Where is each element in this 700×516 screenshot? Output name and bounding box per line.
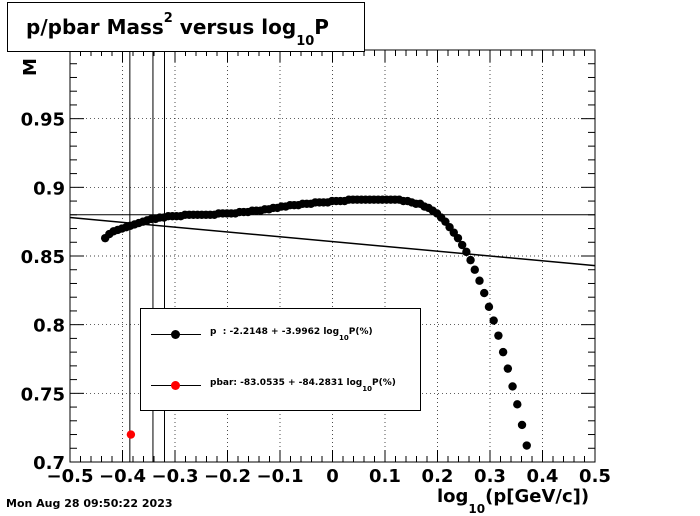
data-point-p <box>480 288 489 298</box>
data-point-p <box>462 247 471 257</box>
x-tick-label: 0.4 <box>527 466 559 487</box>
legend-marker-p <box>171 330 180 339</box>
legend-label-p-pre: p : -2.2148 + -3.9962 log <box>210 327 340 337</box>
legend-label-p-sub: 10 <box>339 333 349 342</box>
tick-labels: −0.5 −0.4 −0.3 −0.2 −0.1 0 0.1 0.2 0.3 0.4 0.5 0.7 0… <box>21 110 611 487</box>
legend-entry-pbar: pbar: -83.0535 + -84.2831 log10P(%) <box>141 376 420 396</box>
x-tick-label: 0.1 <box>369 466 401 487</box>
data-point-p <box>470 265 479 274</box>
y-tick-label: 0.8 <box>33 316 65 337</box>
y-tick-label: 0.7 <box>33 453 65 474</box>
x-title-post: (p[GeV/c]) <box>485 486 590 507</box>
y-axis-title: M <box>20 50 50 78</box>
x-title-pre: log <box>437 486 469 507</box>
y-tick-label: 0.85 <box>21 247 65 268</box>
y-tick-label: 0.9 <box>33 178 65 199</box>
title-box: p/pbar Mass2 versus log10P <box>7 2 365 52</box>
legend-label-p: p : -2.2148 + -3.9962 log10P(%) <box>210 327 373 342</box>
title-subscript: 10 <box>296 34 315 49</box>
x-title-sub: 10 <box>468 501 486 516</box>
legend-label-pbar: pbar: -83.0535 + -84.2831 log10P(%) <box>210 378 396 393</box>
y-axis-title-text: M <box>20 58 41 76</box>
legend-label-pbar-post: P(%) <box>372 378 396 388</box>
x-tick-label: 0.3 <box>474 466 506 487</box>
legend-entry-p: p : -2.2148 + -3.9962 log10P(%) <box>141 325 420 345</box>
data-point-p <box>498 347 508 357</box>
title-end: P <box>314 15 329 39</box>
y-tick-label: 0.75 <box>21 384 65 405</box>
data-point-pbar <box>126 430 136 439</box>
title-superscript: 2 <box>163 11 173 27</box>
data-point-p <box>508 382 517 391</box>
legend: p : -2.2148 + -3.9962 log10P(%) pbar: -8… <box>140 308 421 411</box>
fit-lines <box>69 216 596 267</box>
x-tick-label: −0.1 <box>257 466 304 487</box>
x-axis-title: log10(p[GeV/c]) <box>437 486 590 516</box>
title-main: p/pbar Mass <box>26 15 164 39</box>
data-points <box>100 195 531 450</box>
fit-line <box>69 216 596 267</box>
timestamp: Mon Aug 28 09:50:22 2023 <box>6 497 173 510</box>
data-point-p <box>494 331 503 340</box>
data-point-p <box>475 276 484 285</box>
legend-label-pbar-sub: 10 <box>362 384 372 393</box>
x-tick-label: 0 <box>326 466 339 487</box>
x-tick-label: −0.3 <box>152 466 199 487</box>
y-tick-label: 0.95 <box>21 110 65 131</box>
legend-marker-pbar <box>171 381 180 390</box>
data-point-p <box>484 302 494 312</box>
x-tick-label: 0.5 <box>579 466 611 487</box>
data-point-p <box>457 240 467 250</box>
x-tick-label: −0.5 <box>47 466 94 487</box>
legend-label-p-post: P(%) <box>348 327 373 337</box>
x-tick-label: −0.4 <box>99 466 146 487</box>
legend-label-pbar-pre: pbar: -83.0535 + -84.2831 log <box>210 378 363 388</box>
chart-title: p/pbar Mass2 versus log10P <box>26 11 329 49</box>
data-point-p <box>522 441 531 450</box>
data-point-p <box>466 255 475 265</box>
title-mid: versus log <box>172 15 297 39</box>
data-point-p <box>453 233 463 243</box>
x-tick-label: −0.2 <box>204 466 251 487</box>
data-point-p <box>503 364 513 373</box>
data-point-p <box>489 316 498 325</box>
x-tick-label: 0.2 <box>422 466 454 487</box>
data-point-p <box>517 420 527 430</box>
data-point-p <box>513 400 522 409</box>
grid <box>70 50 595 462</box>
